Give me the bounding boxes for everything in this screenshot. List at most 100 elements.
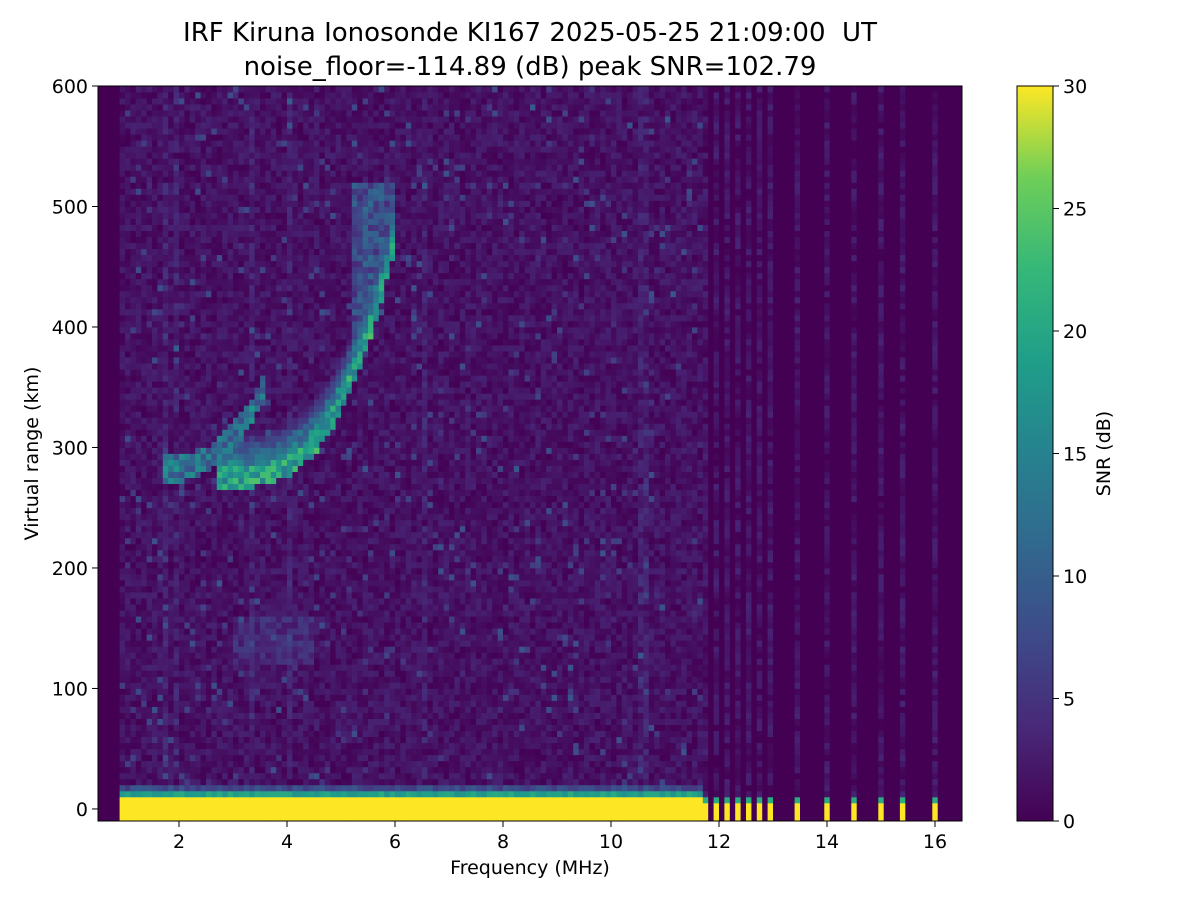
heatmap-cell [216, 525, 223, 533]
heatmap-cell [206, 278, 212, 286]
heatmap-cell [135, 670, 142, 677]
heatmap-cell [270, 718, 277, 725]
heatmap-cell [216, 176, 223, 183]
heatmap-cell [222, 363, 228, 370]
heatmap-cell [335, 622, 342, 629]
heatmap-cell [168, 326, 174, 334]
heatmap-cell [324, 278, 331, 286]
heatmap-cell [292, 278, 299, 286]
heatmap-cell [189, 345, 196, 352]
heatmap-cell [243, 586, 250, 593]
heatmap-cell [189, 375, 196, 382]
heatmap-cell [303, 254, 309, 262]
heatmap-cell [173, 405, 180, 412]
heatmap-cell [276, 302, 282, 310]
heatmap-cell [206, 634, 212, 641]
heatmap-cell [335, 387, 342, 394]
heatmap-cell [211, 393, 218, 400]
heatmap-cell [308, 266, 315, 274]
heatmap-cell [335, 369, 342, 376]
heatmap-cell [216, 435, 223, 442]
heatmap-cell [222, 748, 228, 756]
heatmap-cell [157, 688, 164, 695]
heatmap-cell [260, 164, 266, 171]
heatmap-cell [130, 670, 137, 677]
heatmap-cell [222, 326, 228, 334]
heatmap-cell [254, 134, 261, 141]
heatmap-cell [157, 459, 164, 466]
heatmap-cell [227, 658, 234, 665]
heatmap-cell [211, 152, 218, 159]
heatmap-cell [260, 592, 266, 599]
heatmap-cell [227, 375, 234, 382]
heatmap-cell [260, 646, 266, 653]
heatmap-cell [260, 784, 266, 792]
heatmap-cell [184, 314, 191, 322]
heatmap-cell [335, 586, 342, 593]
heatmap-cell [179, 712, 185, 719]
heatmap-cell [216, 345, 223, 352]
heatmap-cell [330, 465, 336, 472]
heatmap-cell [249, 290, 255, 298]
heatmap-cell [173, 616, 180, 623]
heatmap-cell [287, 206, 293, 213]
heatmap-cell [297, 555, 304, 563]
heatmap-cell [227, 610, 234, 617]
heatmap-cell [335, 796, 342, 804]
heatmap-cell [206, 375, 212, 382]
heatmap-cell [292, 525, 299, 533]
heatmap-cell [227, 561, 234, 569]
heatmap-cell [125, 224, 131, 231]
heatmap-cell [287, 718, 293, 725]
heatmap-cell [119, 573, 126, 581]
heatmap-cell [206, 814, 212, 822]
heatmap-cell [146, 206, 153, 213]
heatmap-cell [238, 122, 245, 129]
heatmap-cell [330, 706, 336, 713]
heatmap-cell [206, 369, 212, 376]
heatmap-cell [276, 724, 282, 732]
heatmap-cell [162, 604, 169, 611]
heatmap-cell [200, 610, 207, 617]
heatmap-cell [227, 399, 234, 406]
heatmap-cell [324, 302, 331, 310]
heatmap-cell [179, 501, 185, 509]
heatmap-cell [249, 314, 255, 322]
heatmap-cell [222, 808, 228, 816]
heatmap-cell [200, 784, 207, 792]
heatmap-cell [168, 814, 174, 822]
heatmap-cell [130, 592, 137, 599]
heatmap-cell [281, 206, 288, 213]
heatmap-cell [146, 176, 153, 183]
heatmap-cell [179, 622, 185, 629]
heatmap-cell [308, 537, 315, 545]
heatmap-cell [303, 272, 309, 280]
heatmap-cell [189, 423, 196, 430]
heatmap-cell [141, 122, 147, 129]
heatmap-cell [270, 537, 277, 545]
heatmap-cell [173, 308, 180, 316]
heatmap-cell [254, 194, 261, 201]
heatmap-cell [119, 206, 126, 213]
heatmap-cell [168, 676, 174, 683]
heatmap-cell [119, 351, 126, 358]
heatmap-cell [200, 652, 207, 659]
heatmap-cell [168, 435, 174, 442]
heatmap-cell [135, 580, 142, 587]
heatmap-cell [276, 489, 282, 497]
heatmap-cell [335, 441, 342, 448]
heatmap-cell [173, 278, 180, 286]
heatmap-cell [260, 104, 266, 111]
heatmap-cell [211, 290, 218, 298]
heatmap-cell [243, 278, 250, 286]
heatmap-cell [211, 278, 218, 286]
heatmap-cell [195, 561, 201, 569]
heatmap-cell [233, 465, 239, 472]
heatmap-cell [276, 543, 282, 551]
heatmap-cell [189, 748, 196, 756]
heatmap-cell [303, 513, 309, 521]
heatmap-cell [146, 501, 153, 509]
heatmap-cell [270, 339, 277, 346]
heatmap-cell [125, 122, 131, 129]
heatmap-cell [303, 634, 309, 641]
